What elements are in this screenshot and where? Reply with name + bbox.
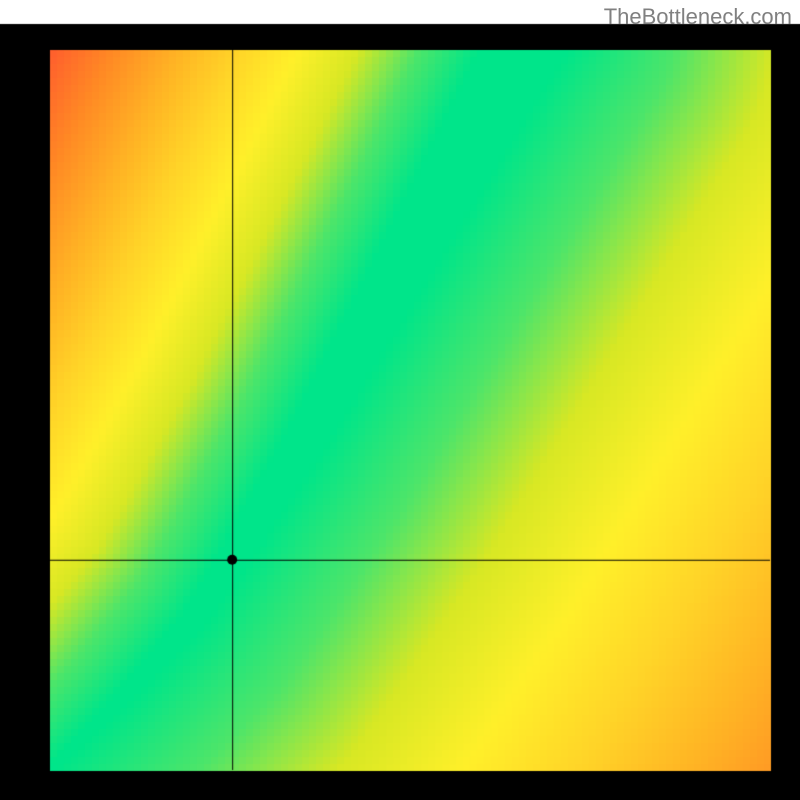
watermark-text: TheBottleneck.com [604,4,792,30]
bottleneck-heatmap [0,0,800,800]
chart-container: TheBottleneck.com [0,0,800,800]
